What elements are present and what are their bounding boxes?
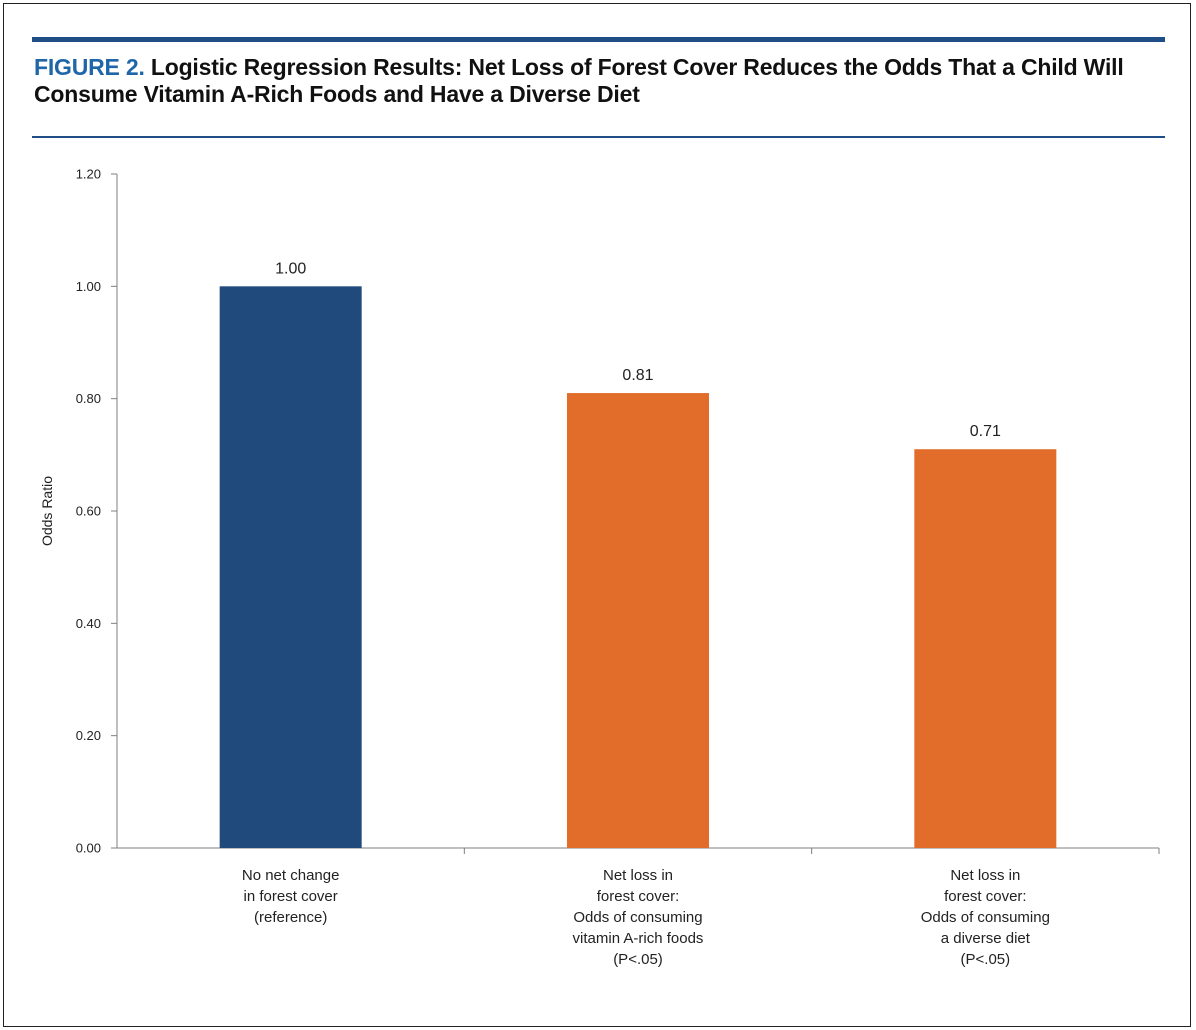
x-tick-label: a diverse diet	[941, 930, 1031, 947]
y-tick-label: 0.20	[76, 728, 101, 743]
x-tick-label: (P<.05)	[613, 951, 663, 968]
y-tick-label: 1.20	[76, 167, 101, 182]
x-tick-label: (reference)	[254, 909, 327, 926]
bar-1	[219, 286, 362, 848]
y-axis-title: Odds Ratio	[39, 476, 55, 546]
x-tick-label: forest cover:	[597, 888, 680, 905]
x-tick-label: Odds of consuming	[921, 909, 1050, 926]
figure-title-text: Logistic Regression Results: Net Loss of…	[34, 54, 1124, 107]
data-label-3: 0.71	[970, 423, 1001, 440]
title-rule-bottom	[32, 136, 1165, 138]
y-tick-label: 0.40	[76, 616, 101, 631]
data-label-1: 1.00	[275, 260, 306, 277]
y-tick-label: 0.00	[76, 841, 101, 856]
x-tick-label: in forest cover	[244, 888, 338, 905]
figure-label: FIGURE 2.	[34, 54, 145, 80]
y-tick-label: 0.80	[76, 391, 101, 406]
bar-3	[914, 449, 1057, 848]
data-label-2: 0.81	[622, 367, 653, 384]
title-rule-top	[32, 37, 1165, 42]
y-tick-label: 0.60	[76, 504, 101, 519]
x-tick-label: Net loss in	[603, 867, 673, 884]
x-tick-label: Odds of consuming	[573, 909, 702, 926]
figure-title: FIGURE 2. Logistic Regression Results: N…	[34, 54, 1174, 108]
x-tick-label: No net change	[242, 867, 340, 884]
y-tick-label: 1.00	[76, 279, 101, 294]
x-tick-label: forest cover:	[944, 888, 1027, 905]
x-tick-label: vitamin A-rich foods	[573, 930, 704, 947]
x-tick-label: Net loss in	[950, 867, 1020, 884]
bar-2	[567, 393, 709, 848]
x-tick-label: (P<.05)	[961, 951, 1011, 968]
